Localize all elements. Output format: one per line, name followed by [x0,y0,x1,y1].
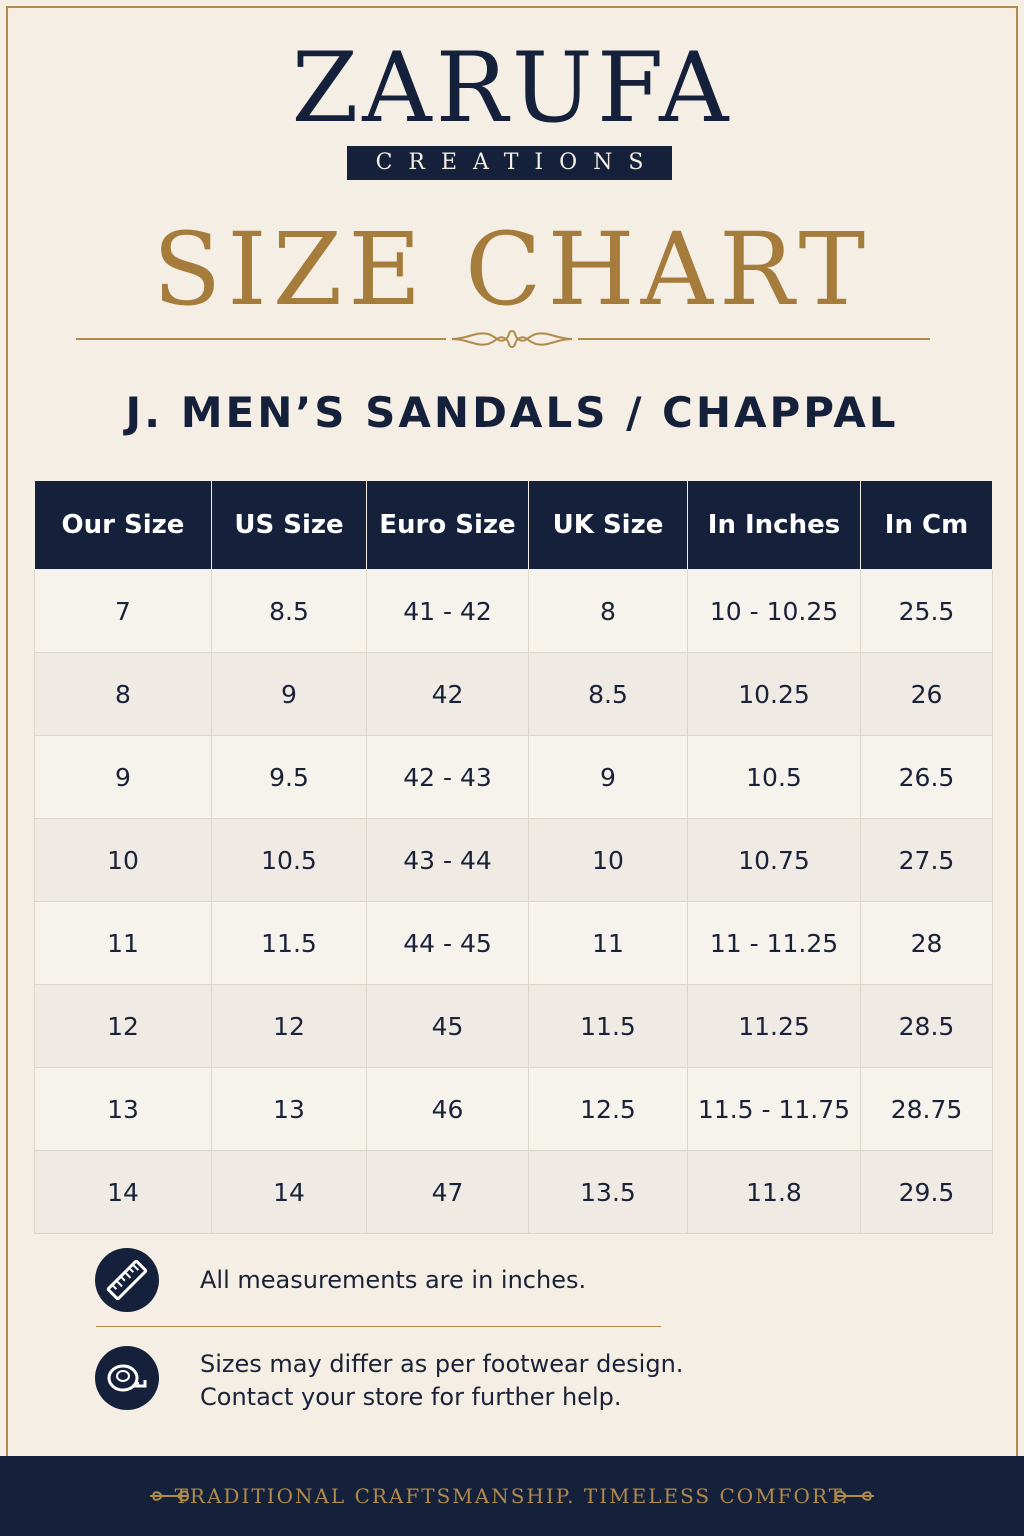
table-cell: 42 - 43 [366,735,529,819]
table-cell: 10 - 10.25 [687,569,861,653]
table-cell: 11.8 [687,1150,861,1234]
table-row: 11 11.5 44 - 45 11 11 - 11.25 28 [34,901,993,985]
table-cell: 29.5 [860,1150,993,1234]
brand-name: ZARUFA [291,32,733,144]
table-cell: 8.5 [528,652,688,736]
table-cell: 10 [34,818,212,902]
table-cell: 8.5 [211,569,367,653]
table-cell: 12.5 [528,1067,688,1151]
table-cell: 11.25 [687,984,861,1068]
note-measurements: All measurements are in inches. [200,1264,586,1297]
table-cell: 11 [528,901,688,985]
table-cell: 14 [211,1150,367,1234]
table-row: 9 9.5 42 - 43 9 10.5 26.5 [34,735,993,819]
table-cell: 47 [366,1150,529,1234]
table-cell: 41 - 42 [366,569,529,653]
table-cell: 28.5 [860,984,993,1068]
column-header: UK Size [528,480,688,570]
table-cell: 25.5 [860,569,993,653]
table-cell: 44 - 45 [366,901,529,985]
column-header: In Cm [860,480,993,570]
footer-ornament-right-icon [834,1490,874,1502]
note-line: Contact your store for further help. [200,1383,622,1411]
footer-bar: TRADITIONAL CRAFTSMANSHIP. TIMELESS COMF… [0,1456,1024,1536]
divider-left [76,338,446,340]
table-cell: 28 [860,901,993,985]
flourish-icon [451,329,573,349]
table-cell: 12 [211,984,367,1068]
table-row: 7 8.5 41 - 42 8 10 - 10.25 25.5 [34,569,993,653]
divider-right [578,338,930,340]
column-header: Euro Size [366,480,529,570]
table-cell: 10.75 [687,818,861,902]
table-row: 10 10.5 43 - 44 10 10.75 27.5 [34,818,993,902]
ruler-icon [95,1248,159,1312]
note-sizes: Sizes may differ as per footwear design.… [200,1348,683,1414]
table-cell: 11.5 - 11.75 [687,1067,861,1151]
table-cell: 42 [366,652,529,736]
measuring-tape-icon [95,1346,159,1410]
table-cell: 11.5 [528,984,688,1068]
table-cell: 10.5 [687,735,861,819]
note-line: All measurements are in inches. [200,1266,587,1294]
footer-ornament-left-icon [150,1490,190,1502]
footer-tagline: TRADITIONAL CRAFTSMANSHIP. TIMELESS COMF… [174,1484,850,1508]
table-cell: 27.5 [860,818,993,902]
table-cell: 13.5 [528,1150,688,1234]
page-title: SIZE CHART [152,211,872,328]
column-header: In Inches [687,480,861,570]
brand-subtitle: CREATIONS [347,146,672,180]
table-cell: 8 [34,652,212,736]
table-cell: 9 [34,735,212,819]
table-cell: 13 [211,1067,367,1151]
table-cell: 28.75 [860,1067,993,1151]
table-row: 13 13 46 12.5 11.5 - 11.75 28.75 [34,1067,993,1151]
column-header: US Size [211,480,367,570]
table-header-row: Our Size US Size Euro Size UK Size In Inches… [34,480,993,570]
column-header: Our Size [34,480,212,570]
table-cell: 11.5 [211,901,367,985]
table-cell: 9.5 [211,735,367,819]
table-cell: 46 [366,1067,529,1151]
table-cell: 8 [528,569,688,653]
table-cell: 10.25 [687,652,861,736]
product-subtitle: J. MEN’S SANDALS / CHAPPAL [125,388,899,437]
table-row: 12 12 45 11.5 11.25 28.5 [34,984,993,1068]
table-cell: 45 [366,984,529,1068]
table-cell: 43 - 44 [366,818,529,902]
table-cell: 12 [34,984,212,1068]
table-cell: 9 [528,735,688,819]
table-cell: 10 [528,818,688,902]
table-row: 8 9 42 8.5 10.25 26 [34,652,993,736]
table-cell: 11 [34,901,212,985]
table-row: 14 14 47 13.5 11.8 29.5 [34,1150,993,1234]
note-divider [96,1326,661,1327]
size-table: Our Size US Size Euro Size UK Size In Inches… [34,480,993,1234]
table-cell: 13 [34,1067,212,1151]
table-cell: 14 [34,1150,212,1234]
table-cell: 26 [860,652,993,736]
table-body: 7 8.5 41 - 42 8 10 - 10.25 25.5 8 9 42 8.5 10.25 26… [34,569,993,1234]
table-cell: 11 - 11.25 [687,901,861,985]
note-line: Sizes may differ as per footwear design. [200,1350,684,1378]
table-cell: 26.5 [860,735,993,819]
table-cell: 7 [34,569,212,653]
table-cell: 10.5 [211,818,367,902]
table-cell: 9 [211,652,367,736]
